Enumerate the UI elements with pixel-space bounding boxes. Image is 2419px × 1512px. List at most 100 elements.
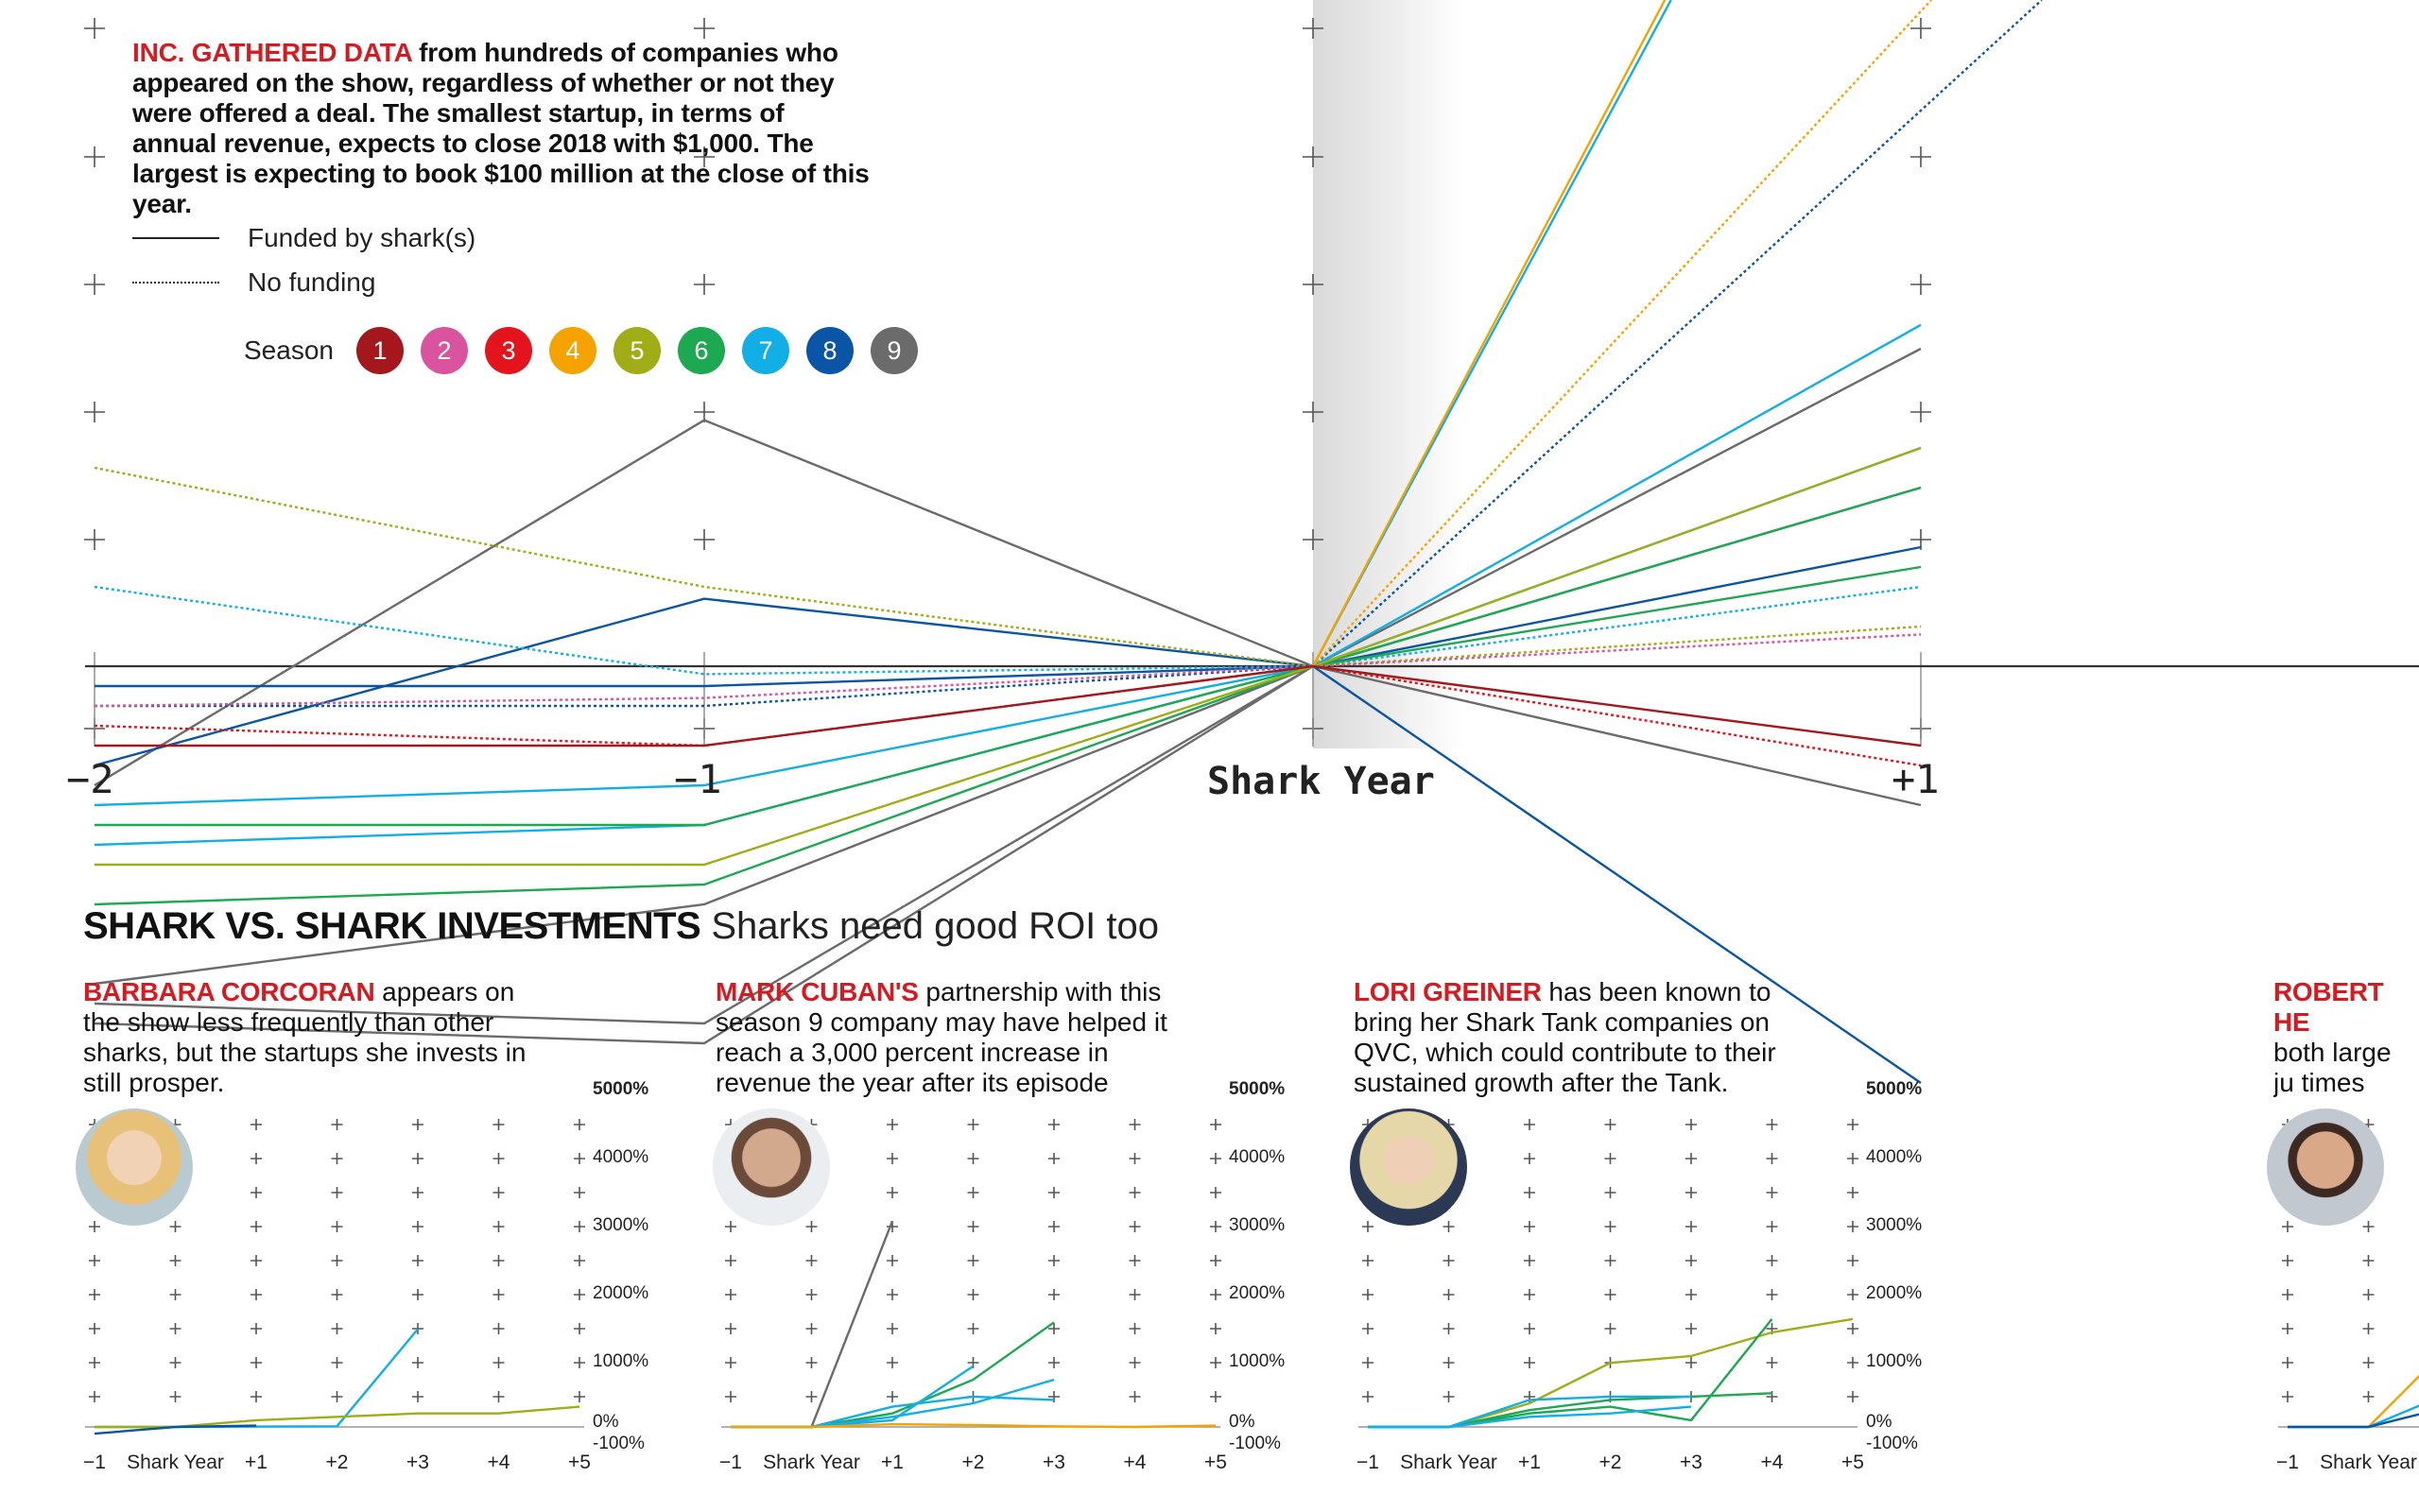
sm-x-label: Shark Year — [2320, 1452, 2417, 1473]
sm-grid-crosshair — [1604, 1187, 1616, 1198]
series-line-13 — [94, 466, 1922, 668]
solid-line-swatch — [132, 237, 219, 239]
season-dot-6: 6 — [677, 327, 725, 374]
sm-grid-crosshair — [1048, 1153, 1060, 1164]
sm-grid-crosshair — [1847, 1323, 1858, 1334]
sm-grid-crosshair — [1766, 1357, 1778, 1368]
season-dot-3: 3 — [484, 327, 532, 374]
shark-text: has been known to bring her Shark Tank c… — [1354, 977, 1776, 1097]
sm-y-label: 1000% — [1866, 1351, 1923, 1371]
sm-grid-crosshair — [1766, 1119, 1778, 1130]
sm-grid-crosshair — [251, 1391, 262, 1402]
sm-grid-crosshair — [412, 1357, 423, 1368]
sm-grid-crosshair — [1129, 1323, 1141, 1334]
legend-funded: Funded by shark(s) — [132, 223, 475, 253]
sm-grid-crosshair — [1362, 1255, 1374, 1266]
sm-grid-crosshair — [2282, 1323, 2293, 1334]
sm-grid-crosshair — [725, 1221, 736, 1232]
sm-grid-crosshair — [1048, 1187, 1060, 1198]
sm-y-label: 0% — [1866, 1412, 1892, 1432]
sm-grid-crosshair — [967, 1119, 979, 1130]
sm-x-label: +5 — [1204, 1452, 1227, 1473]
main-series-lines — [94, 0, 2043, 1084]
shark-text: both large ju times follow slow, sustain — [2273, 1038, 2408, 1100]
sm-grid-crosshair — [574, 1119, 585, 1130]
sm-grid-crosshair — [251, 1221, 262, 1232]
sm-grid-crosshair — [1129, 1357, 1141, 1368]
sm-grid-crosshair — [967, 1187, 979, 1198]
sm-grid-crosshair — [331, 1323, 343, 1334]
sm-x-label: +3 — [406, 1452, 429, 1473]
sm-grid-crosshair — [412, 1221, 423, 1232]
sm-grid-crosshair — [251, 1255, 262, 1266]
sm-grid-crosshair — [1048, 1323, 1060, 1334]
avatar-barbara — [76, 1108, 193, 1226]
grid-crosshair — [1303, 274, 1323, 295]
sm-grid-crosshair — [1129, 1255, 1141, 1266]
sm-x-label: +2 — [961, 1452, 985, 1473]
sm-y-label: -100% — [1229, 1434, 1281, 1453]
sm-grid-crosshair — [1443, 1357, 1455, 1368]
intro-body: from hundreds of companies who appeared … — [132, 38, 870, 218]
sm-grid-crosshair — [1362, 1221, 1374, 1232]
sm-grid-crosshair — [1210, 1323, 1221, 1334]
sm-grid-crosshair — [1685, 1357, 1697, 1368]
sm-grid-crosshair — [1129, 1187, 1141, 1198]
sm-grid-crosshair — [967, 1289, 979, 1300]
sm-grid-crosshair — [1847, 1221, 1858, 1232]
sm-grid-crosshair — [1210, 1119, 1221, 1130]
sm-grid-crosshair — [1129, 1153, 1141, 1164]
sm-x-label: +3 — [1043, 1452, 1065, 1473]
sm-grid-crosshair — [492, 1221, 505, 1232]
sm-grid-crosshair — [169, 1221, 181, 1232]
sm-grid-crosshair — [1048, 1391, 1060, 1402]
sm-grid-crosshair — [1604, 1119, 1616, 1130]
sm-grid-crosshair — [89, 1323, 100, 1334]
sm-grid-crosshair — [492, 1255, 505, 1266]
sm-grid-crosshair — [169, 1391, 181, 1402]
sm-grid-crosshair — [1362, 1357, 1374, 1368]
sm-grid-crosshair — [725, 1357, 736, 1368]
shark-blurb-barbara: BARBARA CORCORAN appears on the show les… — [83, 977, 537, 1100]
sm-x-label: +1 — [881, 1452, 904, 1473]
sm-grid-crosshair — [1847, 1289, 1858, 1300]
sm-x-label: Shark Year — [127, 1452, 224, 1473]
sm-grid-crosshair — [331, 1289, 343, 1300]
grid-crosshair — [1910, 18, 1931, 39]
sm-grid-crosshair — [1210, 1289, 1221, 1300]
sm-grid-crosshair — [1847, 1255, 1858, 1266]
sm-grid-crosshair — [805, 1357, 818, 1368]
shark-name: LORI GREINER — [1354, 977, 1542, 1006]
grid-crosshair — [1910, 146, 1931, 167]
grid-crosshair — [694, 529, 715, 550]
sm-grid-crosshair — [805, 1255, 818, 1266]
sm-grid-crosshair — [574, 1153, 585, 1164]
sm-grid-crosshair — [574, 1221, 585, 1232]
sm-grid-crosshair — [1685, 1119, 1697, 1130]
sm-y-label: 5000% — [593, 1079, 649, 1099]
sm-series-2-4 — [1368, 1405, 1692, 1429]
intro-highlight: INC. GATHERED DATA — [132, 38, 412, 67]
sm-grid-crosshair — [725, 1323, 736, 1334]
sm-grid-crosshair — [1129, 1221, 1141, 1232]
sm-grid-crosshair — [887, 1323, 898, 1334]
sm-grid-crosshair — [725, 1391, 736, 1402]
sm-grid-crosshair — [1604, 1289, 1616, 1300]
sm-grid-crosshair — [1766, 1391, 1778, 1402]
sm-grid-crosshair — [2282, 1255, 2293, 1266]
sm-grid-crosshair — [492, 1323, 505, 1334]
sm-grid-crosshair — [169, 1255, 181, 1266]
sm-grid-crosshair — [331, 1187, 343, 1198]
sm-grid-crosshair — [412, 1119, 423, 1130]
series-line-3 — [94, 664, 1314, 1045]
sm-grid-crosshair — [169, 1357, 181, 1368]
sm-x-label: Shark Year — [763, 1452, 860, 1473]
sm-x-label: +5 — [568, 1452, 591, 1473]
sm-grid-crosshair — [1604, 1221, 1616, 1232]
sm-y-label: 2000% — [593, 1283, 649, 1303]
sm-grid-crosshair — [89, 1357, 100, 1368]
sm-grid-crosshair — [574, 1323, 585, 1334]
sm-y-label: 5000% — [1866, 1079, 1923, 1099]
sm-grid-crosshair — [887, 1153, 898, 1164]
